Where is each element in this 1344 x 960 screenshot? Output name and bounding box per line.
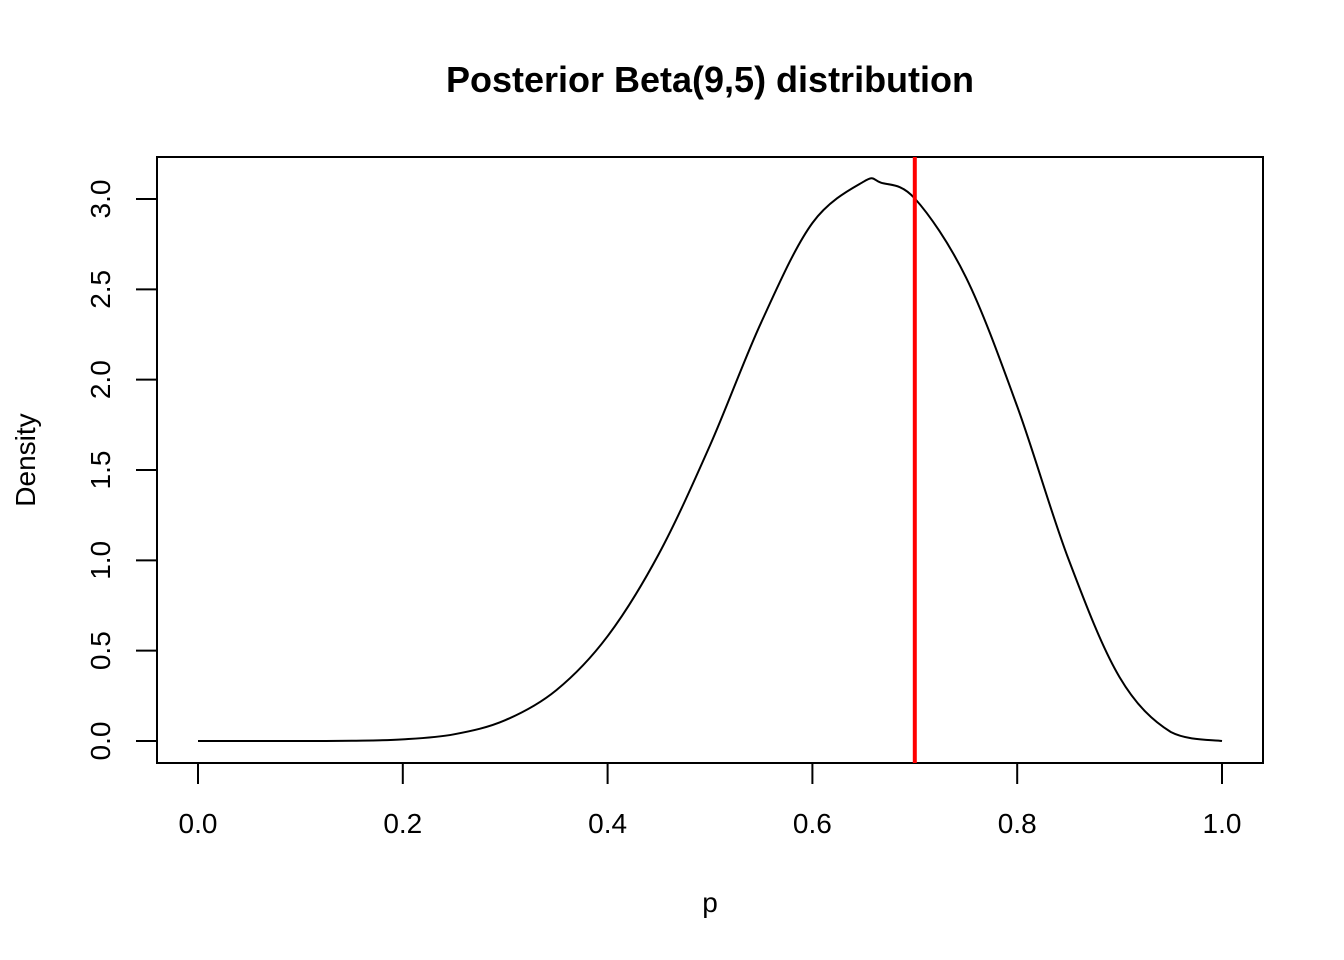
x-tick-label: 0.6 bbox=[793, 808, 832, 839]
x-tick-label: 0.8 bbox=[998, 808, 1037, 839]
y-axis-label: Density bbox=[10, 413, 41, 506]
y-axis: 0.0 0.5 1.0 1.5 2.0 2.5 3.0 bbox=[85, 180, 158, 761]
series-layer bbox=[198, 157, 1223, 763]
x-axis: 0.0 0.2 0.4 0.6 0.8 1.0 bbox=[179, 762, 1242, 839]
x-tick-label: 0.2 bbox=[383, 808, 422, 839]
x-tick-label: 0.0 bbox=[179, 808, 218, 839]
y-tick-label: 1.5 bbox=[85, 451, 116, 490]
plot-frame bbox=[156, 156, 1264, 764]
y-tick-label: 2.5 bbox=[85, 270, 116, 309]
density-curve bbox=[198, 177, 1223, 742]
x-tick-label: 1.0 bbox=[1203, 808, 1242, 839]
x-tick-label: 0.4 bbox=[588, 808, 627, 839]
chart-title: Posterior Beta(9,5) distribution bbox=[446, 59, 974, 100]
x-axis-label: p bbox=[702, 887, 718, 918]
y-tick-label: 3.0 bbox=[85, 180, 116, 219]
y-tick-label: 2.0 bbox=[85, 360, 116, 399]
y-tick-label: 0.0 bbox=[85, 722, 116, 761]
y-tick-label: 0.5 bbox=[85, 631, 116, 670]
y-tick-label: 1.0 bbox=[85, 541, 116, 580]
